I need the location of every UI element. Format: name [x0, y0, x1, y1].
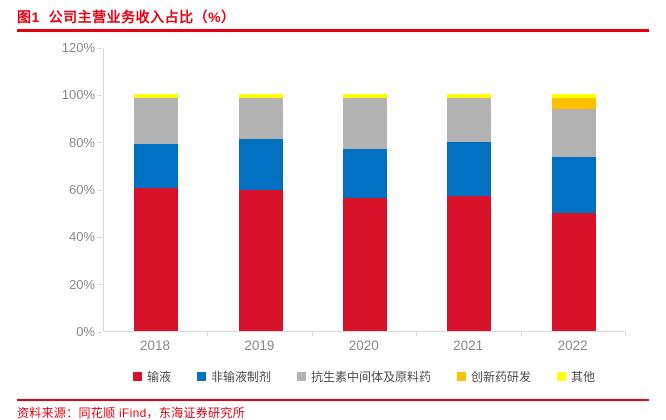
legend-label: 其他 [571, 370, 596, 384]
legend-swatch-icon [196, 372, 206, 381]
legend-item: 创新药研发 [457, 368, 531, 385]
bar-segment [343, 198, 387, 331]
y-tick-mark [97, 236, 102, 238]
y-tick-label: 80% [68, 134, 95, 150]
y-tick-mark [97, 284, 102, 286]
footer-rule [17, 399, 649, 401]
legend-swatch-icon [296, 372, 306, 381]
bar-segment [134, 97, 179, 145]
legend-swatch-icon [457, 372, 466, 381]
y-tick-label: 60% [68, 182, 95, 197]
bar-segment [134, 94, 179, 98]
stacked-bar-chart: 0% 20% 40% 60% 80% 100% 120% 2018 2019 2020 2021 2… [60, 40, 666, 385]
bar-segment [447, 94, 492, 98]
y-tick-label: 40% [68, 229, 95, 245]
bar-segment [447, 97, 492, 142]
x-tick-mark [311, 332, 313, 336]
chart-legend: 输液 非输液制剂 抗生素中间体及原料药 创新药研发 其他 [60, 368, 666, 385]
bar-segment [238, 94, 283, 98]
y-tick-label: 100% [61, 87, 95, 103]
x-tick-mark [207, 332, 209, 336]
y-tick-label: 120% [61, 40, 95, 55]
bar-segment [551, 157, 596, 213]
bar-segment [238, 139, 283, 191]
figure-title: 图1 公司主营业务收入占比（%） [17, 9, 236, 25]
bar-2018 [134, 47, 179, 331]
x-label: 2018 [139, 338, 171, 353]
y-tick-label: 20% [68, 276, 95, 292]
legend-item: 输液 [132, 368, 171, 385]
y-tick-mark [97, 189, 102, 191]
y-tick-mark [97, 94, 102, 96]
legend-item: 非输液制剂 [196, 368, 271, 385]
bar-segment [551, 94, 596, 98]
source-note: 资料来源：同花顺 iFind，东海证券研究所 [17, 406, 245, 420]
y-tick-mark [97, 331, 102, 333]
y-tick-mark [97, 142, 102, 144]
legend-label: 非输液制剂 [210, 370, 271, 384]
x-label: 2020 [348, 338, 379, 353]
bar-2022 [551, 47, 596, 331]
x-label: 2019 [244, 338, 275, 353]
x-label: 2021 [453, 338, 484, 353]
legend-item: 抗生素中间体及原料药 [296, 368, 431, 385]
bar-2019 [238, 47, 283, 331]
legend-label: 输液 [146, 370, 171, 384]
bar-segment [447, 141, 492, 197]
bar-segment [134, 144, 179, 188]
bar-segment [343, 148, 387, 199]
bar-segment [134, 187, 179, 331]
bar-segment [551, 108, 596, 158]
bar-segment [343, 97, 387, 149]
x-tick-mark [416, 332, 418, 336]
bar-segment [447, 196, 492, 331]
legend-swatch-icon [132, 372, 142, 381]
x-label: 2022 [557, 338, 588, 353]
legend-item: 其他 [557, 368, 595, 385]
legend-label: 创新药研发 [471, 370, 532, 384]
bar-2021 [447, 47, 492, 331]
y-tick-mark [97, 47, 102, 49]
legend-label: 抗生素中间体及原料药 [310, 370, 431, 384]
legend-swatch-icon [557, 372, 567, 381]
bar-segment [551, 212, 596, 331]
title-rule [17, 29, 649, 32]
bar-segment [551, 97, 596, 109]
bar-segment [343, 94, 387, 98]
y-tick-label: 0% [76, 324, 95, 339]
plot-area [103, 47, 626, 336]
bar-2020 [343, 47, 387, 331]
x-tick-mark [625, 332, 626, 336]
x-tick-mark [520, 332, 522, 336]
bar-segment [238, 97, 283, 140]
bar-segment [238, 190, 283, 331]
